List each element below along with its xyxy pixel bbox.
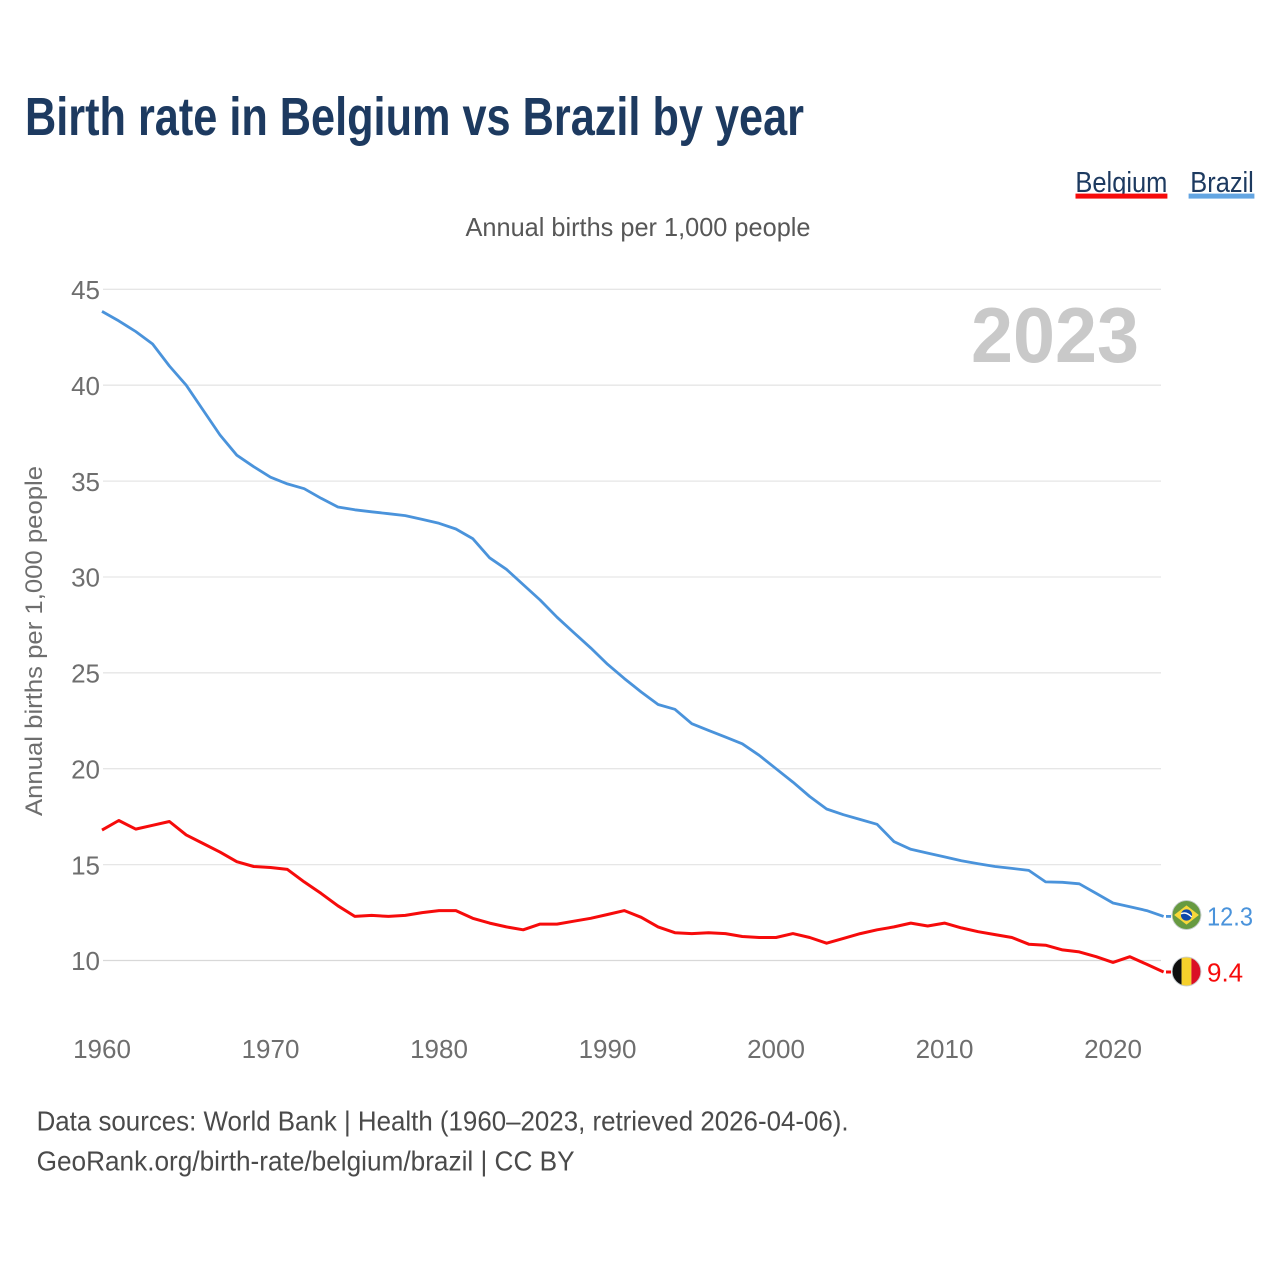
svg-text:2000: 2000 bbox=[747, 1034, 805, 1064]
svg-text:12.3: 12.3 bbox=[1207, 902, 1253, 932]
svg-text:1970: 1970 bbox=[242, 1034, 300, 1064]
svg-text:35: 35 bbox=[71, 467, 100, 497]
svg-text:GeoRank.org/birth-rate/belgium: GeoRank.org/birth-rate/belgium/brazil | … bbox=[37, 1146, 575, 1177]
svg-text:15: 15 bbox=[71, 850, 100, 880]
svg-text:25: 25 bbox=[71, 659, 100, 689]
svg-text:20: 20 bbox=[71, 754, 100, 784]
svg-text:1980: 1980 bbox=[410, 1034, 468, 1064]
svg-text:30: 30 bbox=[71, 563, 100, 593]
svg-text:1990: 1990 bbox=[579, 1034, 637, 1064]
svg-text:10: 10 bbox=[71, 946, 100, 976]
svg-text:9.4: 9.4 bbox=[1207, 957, 1243, 987]
svg-text:2020: 2020 bbox=[1084, 1034, 1142, 1064]
svg-text:40: 40 bbox=[71, 371, 100, 401]
svg-text:2023: 2023 bbox=[971, 291, 1139, 379]
svg-text:Annual births per 1,000 people: Annual births per 1,000 people bbox=[21, 466, 48, 816]
svg-text:Data sources: World Bank | Hea: Data sources: World Bank | Health (1960–… bbox=[37, 1106, 849, 1137]
svg-text:Annual births per 1,000 people: Annual births per 1,000 people bbox=[466, 212, 811, 242]
svg-text:1960: 1960 bbox=[73, 1034, 131, 1064]
svg-text:Birth rate in Belgium vs Brazi: Birth rate in Belgium vs Brazil by year bbox=[25, 87, 804, 147]
svg-text:2010: 2010 bbox=[916, 1034, 974, 1064]
svg-text:45: 45 bbox=[71, 275, 100, 305]
